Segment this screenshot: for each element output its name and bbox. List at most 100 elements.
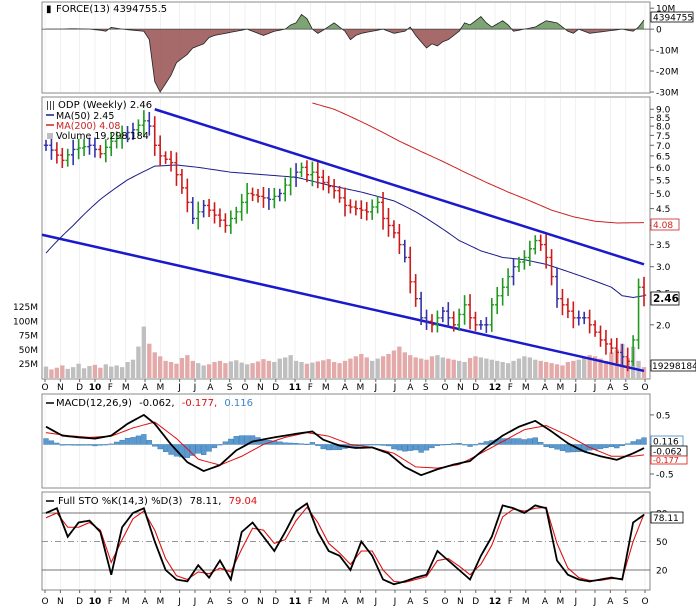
- ma200-last-value: 4.08: [653, 221, 673, 231]
- volume-bar: [212, 362, 217, 378]
- price-legend: ||| ODP (Weekly) 2.46 MA(50) 2.45 MA(200…: [46, 100, 152, 142]
- price-tick-label: 5.5: [656, 176, 670, 186]
- macd-hist-bar: [217, 444, 223, 446]
- ohlc-bar: [369, 199, 375, 220]
- macd-hist-bar: [402, 444, 408, 452]
- sto-tick-label: 20: [656, 567, 668, 577]
- ohlc-bar: [174, 152, 179, 186]
- macd-hist-bar: [282, 442, 288, 445]
- price-tick-label: 6.0: [656, 164, 671, 174]
- x-tick-label: J: [593, 597, 597, 607]
- ohlc-bar: [636, 278, 641, 350]
- x-tick-label: J: [373, 597, 377, 607]
- volume-bar: [413, 357, 418, 378]
- macd-tick-label: 0.5: [656, 411, 670, 421]
- x-tick-label: A: [407, 383, 414, 393]
- volume-bar: [125, 362, 130, 378]
- x-tick-label: A: [142, 383, 149, 393]
- x-tick-label: D: [272, 383, 279, 393]
- volume-bar: [157, 356, 163, 378]
- ohlc-bar: [331, 179, 337, 199]
- volume-bar: [168, 362, 174, 378]
- price-tick-label: 6.5: [656, 152, 670, 162]
- macd-last-tags: 0.116 -0.062 -0.177: [650, 435, 688, 465]
- macd-signal-text: -0.177,: [182, 398, 217, 409]
- macd-hist-bar: [152, 444, 158, 447]
- macd-hist-bar: [249, 435, 256, 445]
- ohlc-bar: [353, 200, 359, 216]
- macd-hist-bar: [75, 444, 82, 446]
- volume-bar: [543, 362, 549, 378]
- macd-hist-bar: [81, 444, 87, 446]
- force-legend: ▮ FORCE(13) 4394755.5: [46, 4, 167, 15]
- volume-bar: [370, 360, 375, 378]
- macd-hist-bar: [478, 442, 484, 445]
- macd-hist-bar: [472, 444, 479, 446]
- ohlc-bar: [375, 196, 380, 214]
- x-tick-label: F: [108, 383, 113, 393]
- volume-bar: [603, 360, 609, 378]
- x-tick-label: A: [607, 383, 614, 393]
- x-tick-label: N: [257, 383, 264, 393]
- volume-bar: [484, 358, 489, 378]
- macd-hist-bar: [445, 444, 451, 446]
- x-tick-label: F: [308, 383, 313, 393]
- ohlc-bar: [98, 145, 103, 159]
- volume-bar: [429, 356, 435, 378]
- volume-bar: [505, 363, 511, 378]
- macd-hist-bar: [396, 444, 403, 451]
- macd-hist-bar: [43, 438, 49, 445]
- macd-hist-bar: [385, 444, 392, 447]
- volume-bar: [65, 368, 70, 378]
- sto-title: Full STO %K(14,3) %D(3) 78.11, 79.04: [58, 496, 257, 507]
- volume-bar: [288, 355, 293, 378]
- ohlc-bar: [543, 234, 549, 269]
- sto-k-text: 78.11,: [190, 496, 222, 507]
- ohlc-bar: [130, 122, 136, 140]
- volume-bar: [598, 358, 603, 378]
- x-tick-label: S: [227, 597, 233, 607]
- volume-bar: [255, 361, 261, 378]
- volume-bar: [190, 360, 195, 378]
- volume-tick-label: 75M: [19, 332, 38, 342]
- volume-bar: [304, 363, 310, 378]
- ohlc-bar: [359, 200, 364, 220]
- ohlc-bar: [65, 148, 70, 167]
- x-tick-label: J: [573, 597, 577, 607]
- macd-hist-bar: [201, 444, 207, 455]
- ohlc-bar: [565, 298, 571, 319]
- x-tick-label: J: [593, 383, 597, 393]
- macd-hist-bar: [391, 444, 397, 450]
- macd-hist-bar: [369, 444, 375, 446]
- volume-bar: [250, 363, 255, 378]
- volume-bar: [467, 358, 473, 378]
- x-tick-label: M: [557, 597, 565, 607]
- macd-hist-bar: [320, 444, 326, 450]
- x-tick-label: O: [641, 597, 648, 607]
- ohlc-bar: [239, 193, 244, 221]
- macd-value-tag: -0.062: [653, 448, 682, 458]
- volume-bar: [196, 363, 201, 378]
- x-tick-label: A: [542, 597, 549, 607]
- volume-bar: [141, 326, 147, 378]
- volume-bar: [114, 365, 119, 378]
- x-tick-label: O: [41, 383, 48, 393]
- ohlc-bar: [114, 131, 119, 149]
- ohlc-bar: [266, 188, 272, 210]
- volume-bar: [549, 363, 554, 378]
- ohlc-bar: [234, 206, 239, 224]
- ohlc-bar: [527, 240, 533, 267]
- volume-bar: [440, 357, 446, 378]
- volume-bar: [315, 361, 320, 378]
- volume-last-value: 19298184: [652, 362, 696, 372]
- x-tick-label: O: [241, 597, 248, 607]
- x-tick-label: M: [557, 383, 565, 393]
- ohlc-bar: [473, 311, 478, 332]
- volume-bar: [538, 360, 543, 378]
- x-tick-label: S: [623, 597, 629, 607]
- macd-hist-bar: [54, 442, 60, 445]
- x-tick-label: 10: [89, 383, 102, 393]
- ohlc-bar: [620, 343, 625, 366]
- volume-bar: [478, 357, 484, 378]
